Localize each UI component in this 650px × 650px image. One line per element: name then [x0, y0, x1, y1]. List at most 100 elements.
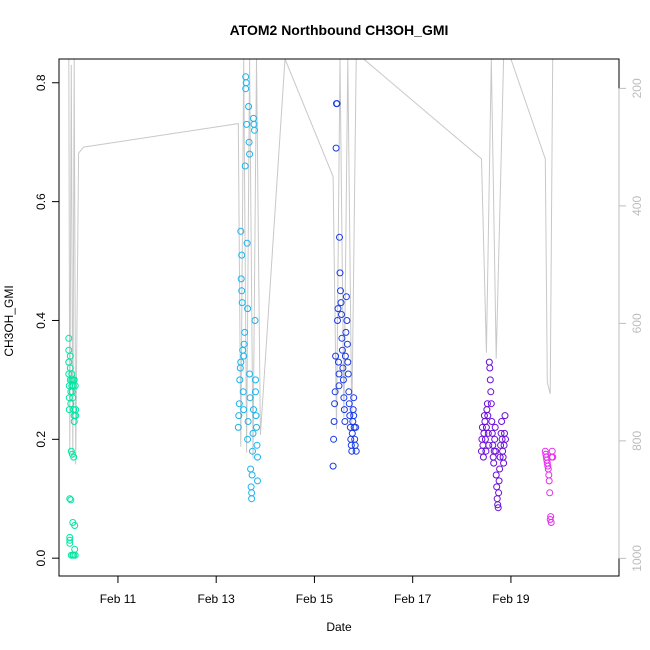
data-point [335, 358, 342, 366]
chart-title: ATOM2 Northbound CH3OH_GMI [230, 22, 449, 38]
data-point [501, 412, 509, 420]
data-point [67, 400, 75, 408]
data-point [250, 406, 257, 414]
x-tick-label: Feb 11 [100, 592, 137, 606]
data-point [351, 441, 359, 449]
data-point [243, 120, 251, 128]
y-tick-label: 0.4 [34, 312, 48, 329]
data-point [239, 346, 247, 354]
data-point [246, 150, 254, 158]
data-point [244, 305, 252, 313]
y-axis-title: CH3OH_GMI [2, 285, 16, 356]
data-point [344, 370, 352, 378]
data-point [479, 453, 487, 461]
data-point [339, 376, 347, 384]
data-point [545, 471, 553, 479]
data-point [349, 418, 357, 425]
data-point [498, 418, 506, 425]
data-point [71, 382, 79, 390]
data-point [339, 364, 347, 372]
x-axis-title: Date [326, 620, 352, 634]
data-point [500, 459, 508, 467]
data-point [340, 406, 348, 414]
data-point [493, 495, 501, 503]
data-point [348, 429, 356, 437]
data-point [334, 317, 341, 324]
data-point [340, 394, 348, 402]
series-3 [329, 100, 360, 470]
pressure-tick-label: 400 [630, 196, 644, 216]
y-tick-label: 0.6 [34, 193, 48, 210]
data-point [238, 299, 246, 307]
data-point [546, 489, 554, 497]
data-point [248, 489, 256, 497]
data-point [66, 352, 74, 360]
data-point [243, 239, 251, 247]
data-point [71, 545, 79, 553]
data-point [546, 516, 554, 523]
data-point [479, 441, 487, 449]
data-point [481, 435, 489, 443]
data-point [238, 287, 246, 295]
data-point [484, 429, 492, 437]
data-point [348, 447, 356, 455]
data-point [236, 376, 244, 384]
pressure-trace-line [68, 59, 554, 465]
series-5 [541, 447, 557, 526]
data-point [346, 412, 354, 420]
data-point [234, 423, 242, 431]
data-point [349, 406, 357, 414]
data-point [496, 453, 504, 461]
data-point [246, 370, 254, 378]
data-point [241, 328, 249, 336]
data-point [485, 441, 493, 449]
data-point [331, 388, 339, 396]
data-point [494, 501, 502, 509]
data-point [549, 453, 557, 461]
data-point [346, 423, 354, 431]
data-point [253, 423, 260, 431]
y-tick-label: 0.2 [34, 431, 48, 448]
data-point [495, 477, 503, 485]
data-point [66, 539, 74, 547]
data-point [544, 462, 552, 470]
data-point [241, 162, 249, 170]
data-point [238, 251, 246, 259]
data-point [493, 483, 501, 491]
data-point [252, 412, 260, 420]
data-point [336, 269, 344, 277]
data-point [490, 459, 498, 467]
data-point [498, 435, 506, 443]
data-point [246, 394, 254, 402]
data-point [330, 435, 338, 443]
data-point [242, 79, 250, 87]
data-point [237, 275, 245, 283]
data-point [237, 358, 245, 366]
data-point [486, 376, 494, 384]
data-point [341, 352, 349, 360]
data-point [247, 483, 255, 491]
data-point [338, 334, 346, 342]
data-point [240, 340, 248, 348]
data-point [330, 418, 338, 425]
y-axis: 0.0 0.2 0.4 0.6 0.8 [34, 74, 60, 567]
data-point [341, 418, 349, 425]
data-point [332, 352, 340, 360]
data-point [485, 358, 493, 366]
data-point [67, 447, 75, 455]
data-point [491, 423, 499, 431]
data-point [335, 370, 343, 378]
data-point [494, 504, 502, 512]
data-point [333, 100, 341, 108]
data-point [67, 496, 75, 504]
data-point [488, 418, 496, 425]
data-point [483, 400, 491, 408]
data-point [489, 453, 497, 461]
pressure-tick-label: 600 [630, 313, 644, 333]
data-point [545, 477, 553, 485]
data-point [235, 400, 243, 408]
data-point [484, 412, 492, 420]
data-point [502, 435, 509, 443]
data-point [254, 477, 261, 485]
